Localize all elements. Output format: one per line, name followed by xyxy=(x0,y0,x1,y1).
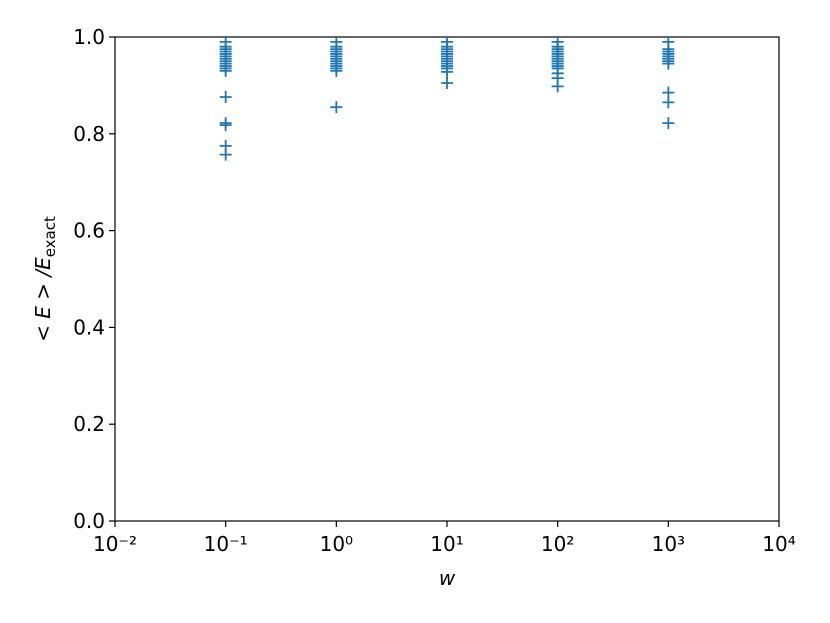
point xyxy=(662,57,675,70)
x-tick-label: 10¹ xyxy=(430,532,463,556)
x-tick-label: 10³ xyxy=(652,532,685,556)
point xyxy=(219,119,232,132)
y-tick-label: 1.0 xyxy=(73,25,105,49)
point xyxy=(330,101,343,114)
y-tick-label: 0.8 xyxy=(73,122,105,146)
x-tick-label: 10⁻¹ xyxy=(204,532,248,556)
y-axis-label: < E > /Eexact xyxy=(31,216,59,342)
plot-frame xyxy=(114,36,780,522)
point xyxy=(441,65,453,78)
point xyxy=(441,76,453,89)
point xyxy=(219,148,232,161)
point xyxy=(662,96,675,109)
point xyxy=(219,91,232,104)
point xyxy=(662,117,675,130)
x-tick-label: 10⁻² xyxy=(93,532,137,556)
y-tick-label: 0.0 xyxy=(73,509,105,533)
x-axis-label: w xyxy=(439,566,456,590)
x-tick-label: 10² xyxy=(541,532,574,556)
y-tick-label: 0.4 xyxy=(73,315,105,339)
y-tick-label: 0.2 xyxy=(73,412,105,436)
y-axis-label-main: < E > /E xyxy=(31,257,55,342)
point xyxy=(219,64,232,77)
y-tick-label: 0.6 xyxy=(73,219,105,243)
x-tick-label: 10⁰ xyxy=(320,532,353,556)
y-axis-label-subscript: exact xyxy=(41,216,59,257)
x-tick-label: 10⁴ xyxy=(762,532,795,556)
point xyxy=(330,64,343,77)
point xyxy=(551,80,564,93)
